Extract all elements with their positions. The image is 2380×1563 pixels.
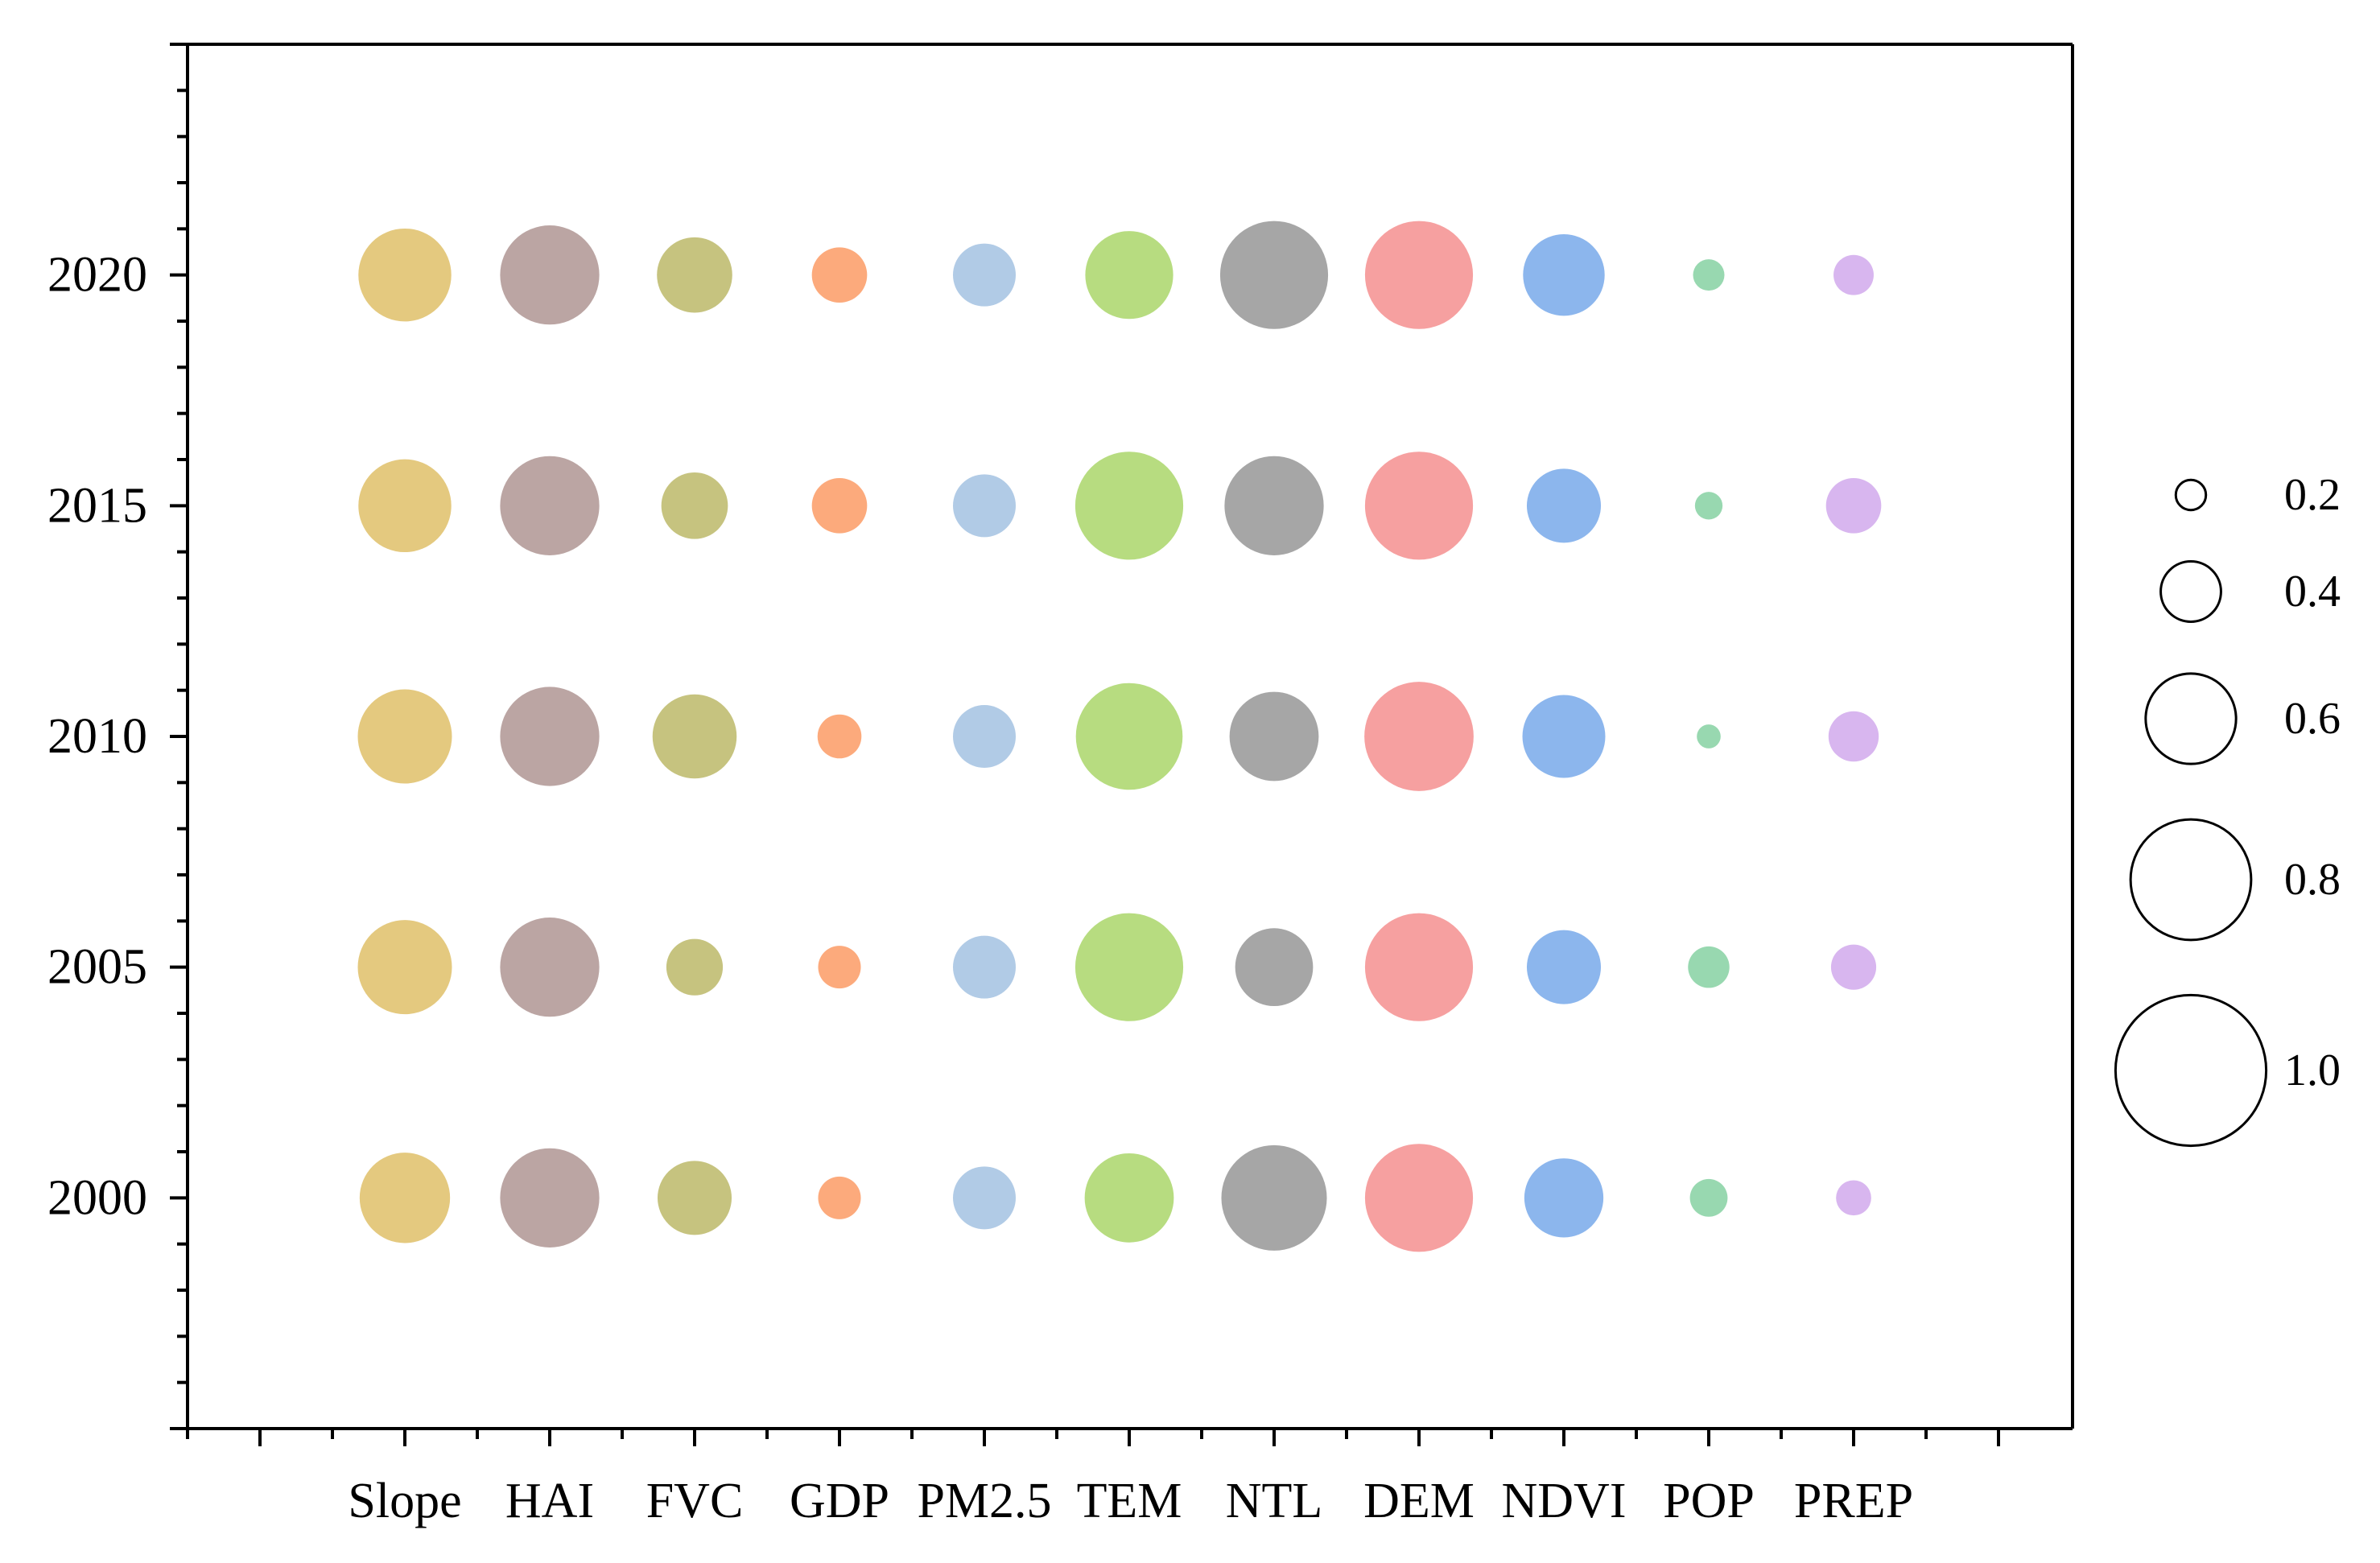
legend-label-1.0: 1.0: [2284, 1045, 2341, 1095]
y-tick-label-2000: 2000: [47, 1170, 147, 1225]
bubble-prep-2005: [1830, 944, 1877, 990]
bubble-pm25-2015: [953, 474, 1016, 538]
x-tick-label-ntl: NTL: [1226, 1474, 1323, 1528]
y-tick-label-2005: 2005: [47, 940, 147, 995]
legend-circle-1.0: [2114, 993, 2268, 1148]
bubble-fvc-2000: [657, 1161, 732, 1235]
legend-label-0.6: 0.6: [2284, 694, 2341, 744]
bubble-ntl-2005: [1235, 928, 1314, 1007]
bubble-ndvi-2005: [1526, 930, 1602, 1004]
bubble-hai-2010: [500, 687, 600, 786]
bubble-slope-2010: [357, 689, 452, 784]
bubble-gdp-2020: [811, 247, 868, 303]
bubble-fvc-2005: [666, 938, 724, 996]
legend-circle-0.8: [2129, 818, 2253, 942]
bubble-ntl-2000: [1221, 1144, 1327, 1251]
x-tick-label-gdp: GDP: [790, 1474, 889, 1528]
bubble-dem-2000: [1364, 1144, 1474, 1252]
bubble-tem-2000: [1084, 1153, 1174, 1243]
y-tick-label-2020: 2020: [47, 248, 147, 303]
bubble-tem-2020: [1085, 231, 1174, 320]
bubble-ntl-2010: [1229, 691, 1319, 782]
x-tick-label-fvc: FVC: [646, 1474, 744, 1528]
bubble-fvc-2020: [657, 237, 732, 313]
bubble-prep-2020: [1833, 254, 1874, 295]
x-tick-label-hai: HAI: [505, 1474, 594, 1528]
legend-circle-0.2: [2174, 478, 2208, 512]
bubble-gdp-2010: [817, 714, 862, 759]
bubble-slope-2005: [357, 920, 452, 1015]
bubble-pop-2020: [1693, 259, 1725, 291]
bubble-fvc-2015: [661, 472, 728, 539]
bubble-dem-2015: [1364, 452, 1474, 560]
legend-circle-0.4: [2159, 560, 2222, 623]
bubble-ndvi-2015: [1526, 468, 1602, 543]
bubble-pm25-2010: [953, 705, 1016, 768]
x-tick-label-pop: POP: [1663, 1474, 1755, 1528]
bubble-slope-2020: [358, 228, 452, 322]
bubble-pm25-2000: [953, 1166, 1016, 1230]
size-legend: 0.2 0.4 0.6 0.8 1.0: [2114, 470, 2341, 1148]
legend-label-0.4: 0.4: [2284, 567, 2341, 617]
x-tick-label-dem: DEM: [1363, 1474, 1475, 1528]
bubble-hai-2005: [500, 918, 600, 1017]
bubble-pm25-2020: [953, 243, 1016, 307]
bubble-fvc-2010: [652, 694, 737, 779]
bubble-dem-2020: [1364, 221, 1474, 329]
bubble-gdp-2000: [818, 1176, 861, 1219]
bubble-prep-2015: [1825, 478, 1882, 534]
bubble-ndvi-2010: [1522, 695, 1606, 778]
y-tick-label-2015: 2015: [47, 478, 147, 533]
bubble-ndvi-2000: [1524, 1158, 1604, 1238]
bubble-dem-2010: [1364, 682, 1474, 791]
bubble-slope-2015: [358, 459, 452, 553]
x-tick-label-pm25: PM2.5: [917, 1474, 1051, 1528]
bubble-tem-2010: [1075, 683, 1183, 790]
legend-circle-0.6: [2144, 672, 2238, 765]
bubble-prep-2000: [1836, 1180, 1871, 1216]
bubbles: [357, 221, 1882, 1252]
bubble-pm25-2005: [953, 935, 1016, 999]
legend-label-0.8: 0.8: [2284, 855, 2341, 905]
y-tick-label-2010: 2010: [47, 709, 147, 764]
bubble-dem-2005: [1364, 913, 1474, 1021]
bubble-gdp-2005: [818, 946, 861, 989]
bubble-tem-2005: [1075, 913, 1184, 1021]
x-tick-label-ndvi: NDVI: [1502, 1474, 1627, 1528]
bubble-tem-2015: [1075, 452, 1184, 560]
bubble-ntl-2020: [1219, 221, 1329, 329]
bubble-gdp-2015: [811, 478, 868, 534]
bubble-slope-2000: [359, 1153, 451, 1243]
bubble-prep-2010: [1828, 711, 1879, 762]
bubble-ntl-2015: [1224, 456, 1324, 555]
x-tick-label-tem: TEM: [1077, 1474, 1182, 1528]
x-tick-label-slope: Slope: [348, 1474, 461, 1528]
bubble-pop-2015: [1694, 492, 1723, 520]
bubble-pop-2000: [1689, 1178, 1728, 1217]
legend-label-0.2: 0.2: [2284, 470, 2341, 520]
bubble-pop-2005: [1688, 946, 1730, 988]
tick-labels: 2000 2005 2010 2015 2020 Slope HAI FVC GDP PM2.5 T…: [47, 248, 1913, 1528]
bubble-ndvi-2020: [1523, 233, 1605, 316]
bubble-hai-2020: [500, 225, 600, 325]
x-tick-label-prep: PREP: [1794, 1474, 1913, 1528]
bubble-pop-2010: [1697, 724, 1721, 749]
axes: [170, 43, 2074, 1446]
bubble-hai-2015: [500, 456, 600, 555]
bubble-hai-2000: [500, 1148, 600, 1248]
